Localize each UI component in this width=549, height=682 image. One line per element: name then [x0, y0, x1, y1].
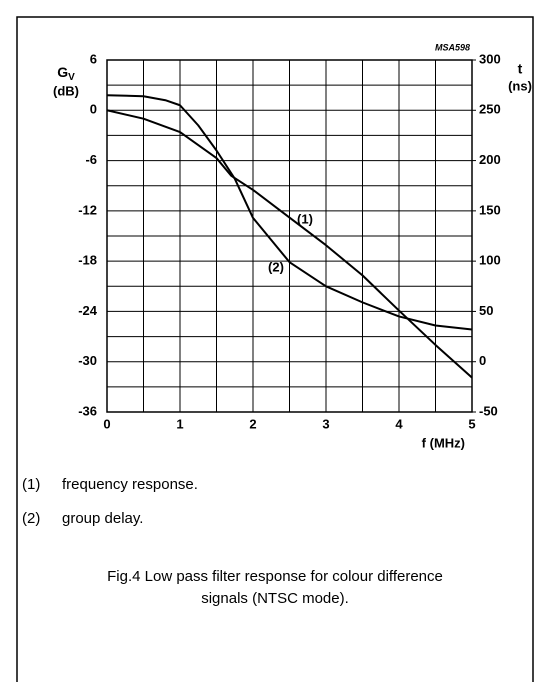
- y2-label: t: [518, 61, 523, 77]
- line: [106, 94, 473, 331]
- y-tick-label: 0: [90, 102, 97, 117]
- legend-number: (2): [22, 510, 41, 527]
- frame: [16, 16, 534, 682]
- y2-tick-label: 100: [479, 253, 501, 268]
- y-tick-label: -6: [85, 152, 97, 167]
- y-label-main: G: [57, 64, 68, 80]
- curve-label: (1): [297, 211, 313, 226]
- y2-tick-label: 0: [479, 353, 486, 368]
- code: MSA598: [435, 42, 470, 52]
- plot-border: [106, 59, 473, 413]
- line: [106, 109, 473, 379]
- curve-label: (2): [268, 259, 284, 274]
- x-tick-label: 0: [103, 416, 110, 431]
- legend-number: (1): [22, 476, 41, 493]
- y-tick-label: -30: [78, 353, 97, 368]
- x-tick-label: 2: [249, 416, 256, 431]
- y-tick-label: -24: [78, 303, 98, 318]
- y-label: GV: [57, 64, 75, 83]
- x-tick-label: 1: [176, 416, 183, 431]
- y-tick-label: -12: [78, 202, 97, 217]
- y2-tick-label: -50: [479, 403, 498, 418]
- y-tick-label: -36: [78, 403, 97, 418]
- x-label: f (MHz): [422, 435, 465, 450]
- y2-label-unit: (ns): [508, 78, 532, 93]
- y-label-unit: (dB): [53, 83, 79, 98]
- caption: Fig.4 Low pass filter response for colou…: [107, 568, 443, 607]
- y2-tick-label: 250: [479, 102, 501, 117]
- y-tick-label: 6: [90, 51, 97, 66]
- y2-tick-label: 200: [479, 152, 501, 167]
- legend-item: (1) frequency response.: [22, 476, 198, 493]
- legend-text: frequency response.: [62, 476, 198, 493]
- x-tick-label: 5: [468, 416, 475, 431]
- y2-tick-label: 50: [479, 303, 493, 318]
- legend-text: group delay.: [62, 510, 144, 527]
- y2-tick-label: 150: [479, 202, 501, 217]
- x-tick-label: 3: [322, 416, 329, 431]
- y-label-sub: V: [68, 72, 75, 83]
- x-tick-label: 4: [395, 416, 403, 431]
- y2-tick-label: 300: [479, 51, 501, 66]
- legend-item: (2) group delay.: [22, 510, 143, 527]
- y-tick-label: -18: [78, 253, 97, 268]
